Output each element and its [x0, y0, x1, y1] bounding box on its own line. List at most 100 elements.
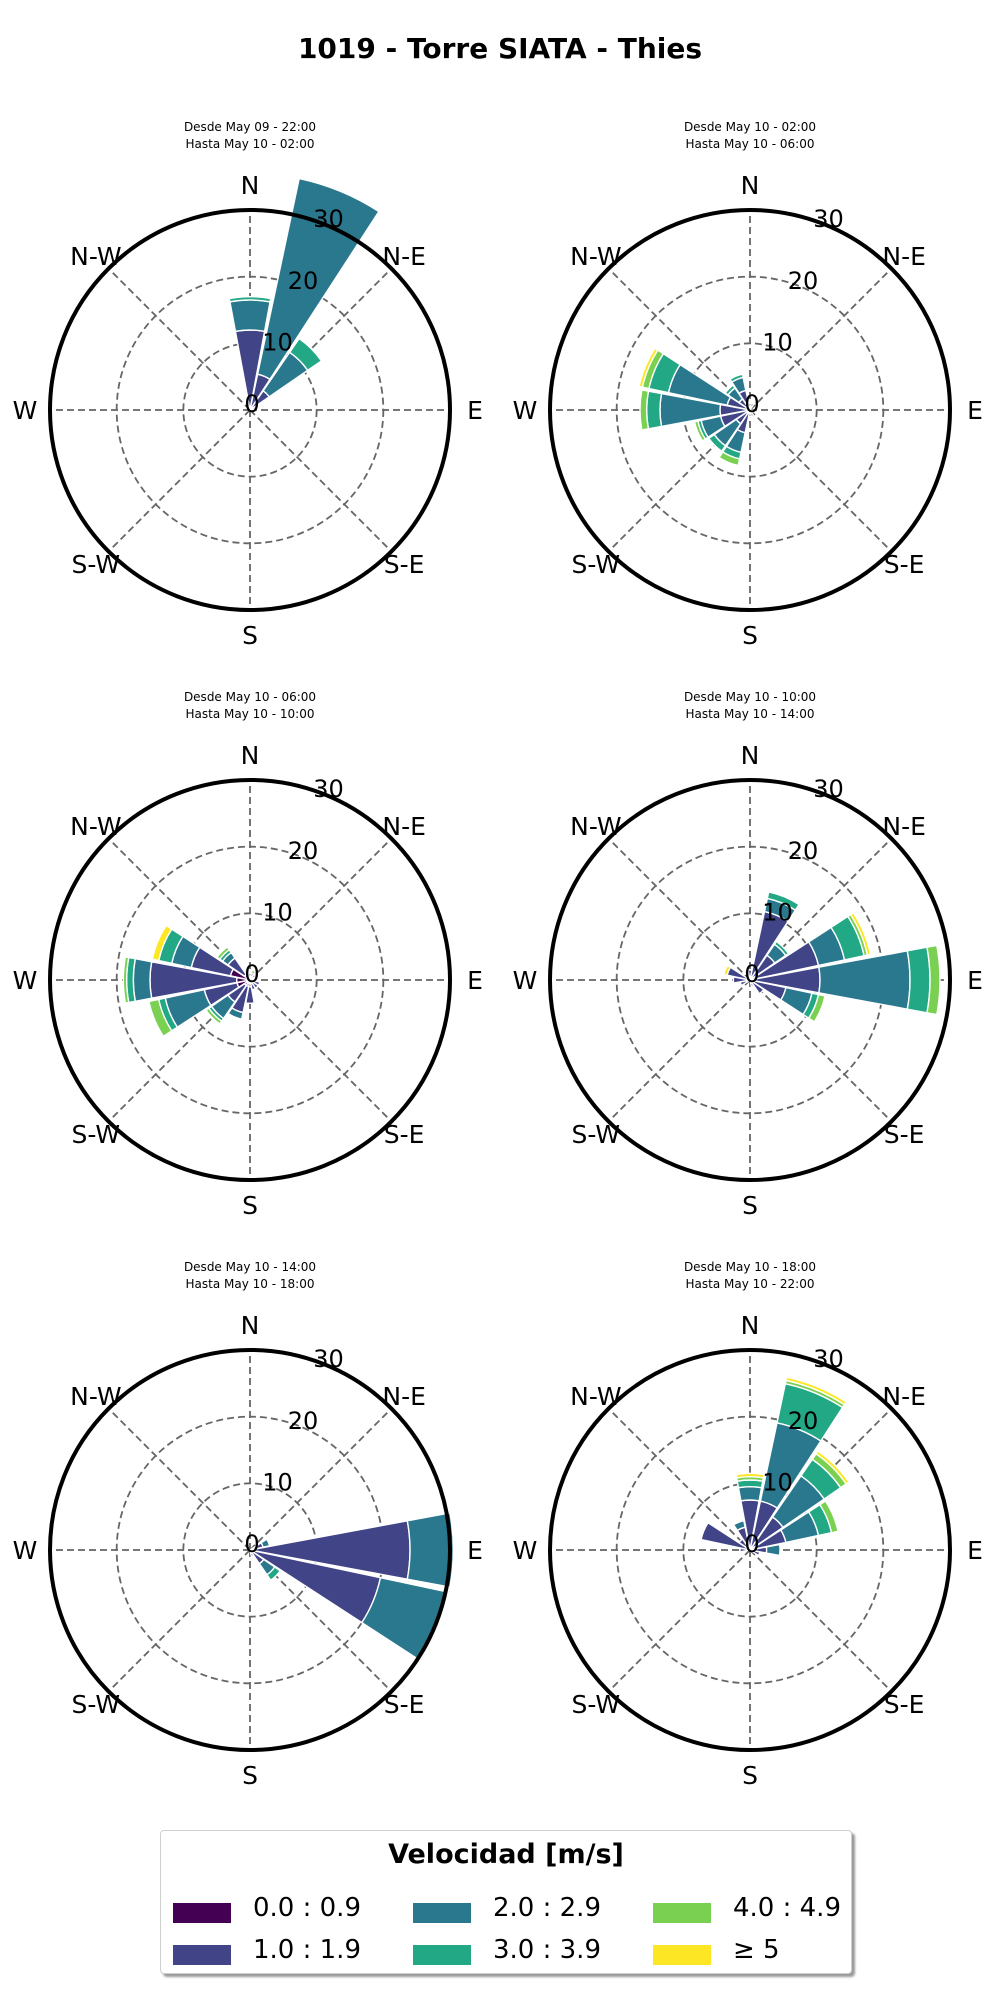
grid-spoke [607, 267, 751, 411]
legend-label: ≥ 5 [733, 1935, 780, 1965]
compass-label: E [967, 1536, 983, 1565]
compass-label: S-E [384, 550, 425, 579]
chart-subtitle: Hasta May 10 - 02:00 [186, 137, 315, 151]
windrose-3: Desde May 10 - 06:00 Hasta May 10 - 10:00… [13, 690, 483, 1220]
radial-tick-label: 30 [813, 1345, 844, 1373]
compass-label: N-W [570, 242, 621, 271]
compass-label: N [741, 171, 760, 200]
windrose-bar-segment [743, 969, 751, 979]
radial-tick-label: 0 [744, 390, 759, 418]
legend-swatch [653, 1903, 711, 1923]
radial-tick-label: 20 [788, 267, 819, 295]
outer-ring [548, 1348, 952, 1752]
windrose-bar-segment [243, 969, 251, 979]
legend-swatch [653, 1945, 711, 1965]
chart-subtitle: Hasta May 10 - 14:00 [686, 707, 815, 721]
windrose-bar-segment [750, 980, 765, 995]
radial-tick-label: 20 [788, 837, 819, 865]
compass-label: S [242, 1191, 258, 1220]
compass-label: S-E [884, 1120, 925, 1149]
grid-ring [615, 275, 885, 545]
chart-subtitle: Desde May 10 - 14:00 [184, 1260, 316, 1274]
grid-spoke [249, 837, 393, 981]
windrose-bar-segment [729, 373, 744, 384]
windrose-bar-segment [638, 347, 659, 388]
compass-label: N-E [382, 242, 426, 271]
windrose-bar-segment [807, 993, 826, 1023]
grid-spoke [607, 1549, 751, 1693]
compass-label: W [13, 966, 38, 995]
radial-tick-label: 20 [288, 267, 319, 295]
windrose-bar-segment [646, 390, 663, 430]
radial-tick-label: 0 [244, 1530, 259, 1558]
radial-tick-label: 0 [744, 1530, 759, 1558]
compass-label: S [742, 1761, 758, 1790]
legend: Velocidad [m/s] 0.0 : 0.9 1.0 : 1.9 2.0 … [160, 1830, 852, 1974]
windrose-6: Desde May 10 - 18:00 Hasta May 10 - 22:00… [513, 1260, 983, 1790]
windrose-bar-segment [849, 911, 872, 956]
windrose-bar-segment [260, 1538, 271, 1549]
compass-label: N [741, 1311, 760, 1340]
compass-label: W [13, 396, 38, 425]
compass-label: S-W [72, 550, 121, 579]
windrose-bar-segment [815, 1450, 850, 1485]
chart-subtitle: Hasta May 10 - 06:00 [686, 137, 815, 151]
outer-ring [48, 1348, 452, 1752]
compass-label: N-W [70, 242, 121, 271]
windrose-5: Desde May 10 - 14:00 Hasta May 10 - 18:00… [13, 1260, 483, 1790]
grid-spoke [107, 267, 251, 411]
compass-label: N-W [570, 1382, 621, 1411]
windrose-bar-segment [250, 980, 260, 990]
compass-label: S-W [572, 1690, 621, 1719]
windrose-bar-segment [250, 973, 257, 980]
windrose-bar-segment [288, 337, 323, 372]
chart-subtitle: Desde May 10 - 06:00 [184, 690, 316, 704]
compass-label: E [967, 966, 983, 995]
compass-label: S-E [884, 1690, 925, 1719]
compass-label: N-W [570, 812, 621, 841]
windrose-bar-segment [737, 1485, 763, 1502]
compass-label: N-W [70, 1382, 121, 1411]
compass-label: E [467, 966, 483, 995]
windrose-bar-segment [256, 177, 380, 381]
outer-ring [48, 778, 452, 1182]
windrose-bar-segment [148, 998, 173, 1038]
windrose-bar-segment [249, 1549, 255, 1558]
outer-ring [48, 208, 452, 612]
compass-label: W [513, 966, 538, 995]
grid-spoke [107, 1407, 251, 1551]
legend-swatch [413, 1945, 471, 1965]
compass-label: W [13, 1536, 38, 1565]
windrose-bar-segment [229, 299, 271, 333]
compass-label: N [241, 741, 260, 770]
windrose-4: Desde May 10 - 10:00 Hasta May 10 - 14:00… [513, 690, 983, 1220]
compass-label: N-E [882, 812, 926, 841]
compass-label: E [967, 396, 983, 425]
compass-label: W [513, 396, 538, 425]
grid-spoke [749, 1549, 893, 1693]
windrose-bar-segment [227, 1006, 244, 1020]
legend-title: Velocidad [m/s] [388, 1839, 624, 1870]
radial-tick-label: 30 [313, 775, 344, 803]
windrose-bar-segment [735, 1472, 765, 1479]
radial-tick-label: 30 [313, 1345, 344, 1373]
grid-spoke [249, 979, 393, 1123]
outer-ring [548, 778, 952, 1182]
compass-label: S [242, 621, 258, 650]
windrose-bar-segment [723, 964, 732, 976]
legend-label: 2.0 : 2.9 [493, 1893, 601, 1923]
grid-spoke [607, 837, 751, 981]
grid-spoke [749, 267, 893, 411]
compass-label: S-W [572, 1120, 621, 1149]
compass-label: N-E [382, 812, 426, 841]
compass-label: S [242, 1761, 258, 1790]
windrose-bar-segment [205, 1007, 223, 1025]
windrose-bar-segment [707, 433, 727, 453]
windrose-bar-segment [406, 1512, 454, 1588]
windrose-bar-segment [250, 969, 257, 976]
radial-tick-label: 0 [244, 960, 259, 988]
grid-spoke [607, 979, 751, 1123]
compass-label: N-E [382, 1382, 426, 1411]
radial-tick-label: 10 [762, 898, 793, 926]
